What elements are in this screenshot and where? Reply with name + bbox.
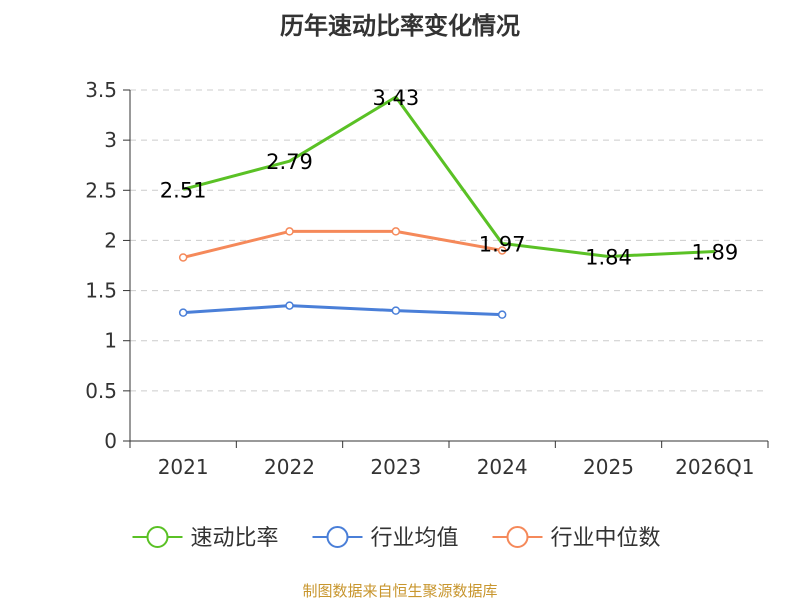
y-tick-label-5: 2.5 (85, 178, 117, 202)
legend-item-0: 速动比率 (132, 526, 279, 551)
series-line-0 (182, 95, 715, 258)
axes: 0 0.5 1 1.5 2 2.5 3 3.5 2021 2022 2023 2024 2025 2026… (85, 78, 769, 479)
series-line-1 (183, 304, 503, 317)
data-label-2021: 2.51 (160, 178, 207, 202)
legend-marker-1 (326, 526, 349, 548)
y-tick-label-3: 1.5 (85, 279, 117, 303)
data-label-2026Q1: 1.89 (691, 240, 738, 264)
chart-title: 历年速动比率变化情况 (280, 12, 520, 40)
point-s2-2024 (497, 246, 507, 255)
legend-label-1: 行业均值 (371, 526, 459, 551)
legend-item-1: 行业均值 (312, 526, 459, 551)
point-s1-2024 (497, 310, 507, 319)
data-label-2022: 2.79 (266, 150, 313, 174)
data-labels: 2.51 2.79 3.43 1.97 1.84 1.89 (160, 86, 738, 269)
point-s1-2022 (285, 301, 294, 310)
series-group (178, 95, 715, 319)
x-tick-label-2022: 2022 (264, 455, 315, 479)
legend-label-2: 行业中位数 (551, 526, 661, 551)
legend-label-0: 速动比率 (191, 526, 279, 551)
series-line-2 (182, 229, 503, 259)
y-tick-label-4: 2 (104, 228, 117, 252)
legend-marker-2 (506, 526, 529, 548)
y-tick-label-1: 0.5 (85, 379, 117, 403)
data-label-2024: 1.97 (479, 232, 526, 256)
x-tick-label-2025: 2025 (583, 455, 634, 479)
x-tick-label-2021: 2021 (158, 455, 209, 479)
point-s1-2023 (391, 306, 401, 315)
y-tick-label-0: 0 (104, 429, 117, 453)
point-s2-2023 (391, 227, 401, 236)
data-label-2025: 1.84 (585, 245, 632, 269)
point-s2-2021 (178, 253, 188, 262)
y-tick-label-7: 3.5 (85, 78, 117, 102)
data-label-2023: 3.43 (372, 86, 419, 110)
x-tick-label-2023: 2023 (370, 455, 421, 479)
x-tick-label-2026Q1: 2026Q1 (675, 455, 754, 479)
legend-item-2: 行业中位数 (492, 526, 661, 551)
x-tick-label-2024: 2024 (477, 455, 528, 479)
legend: 速动比率 行业均值 行业中位数 (132, 526, 661, 551)
legend-marker-0 (146, 526, 169, 548)
point-s1-2021 (178, 308, 188, 317)
point-s2-2022 (285, 227, 294, 236)
y-tick-label-6: 3 (104, 128, 117, 152)
y-tick-label-2: 1 (104, 329, 117, 353)
source-note: 制图数据来自恒生聚源数据库 (302, 582, 498, 600)
